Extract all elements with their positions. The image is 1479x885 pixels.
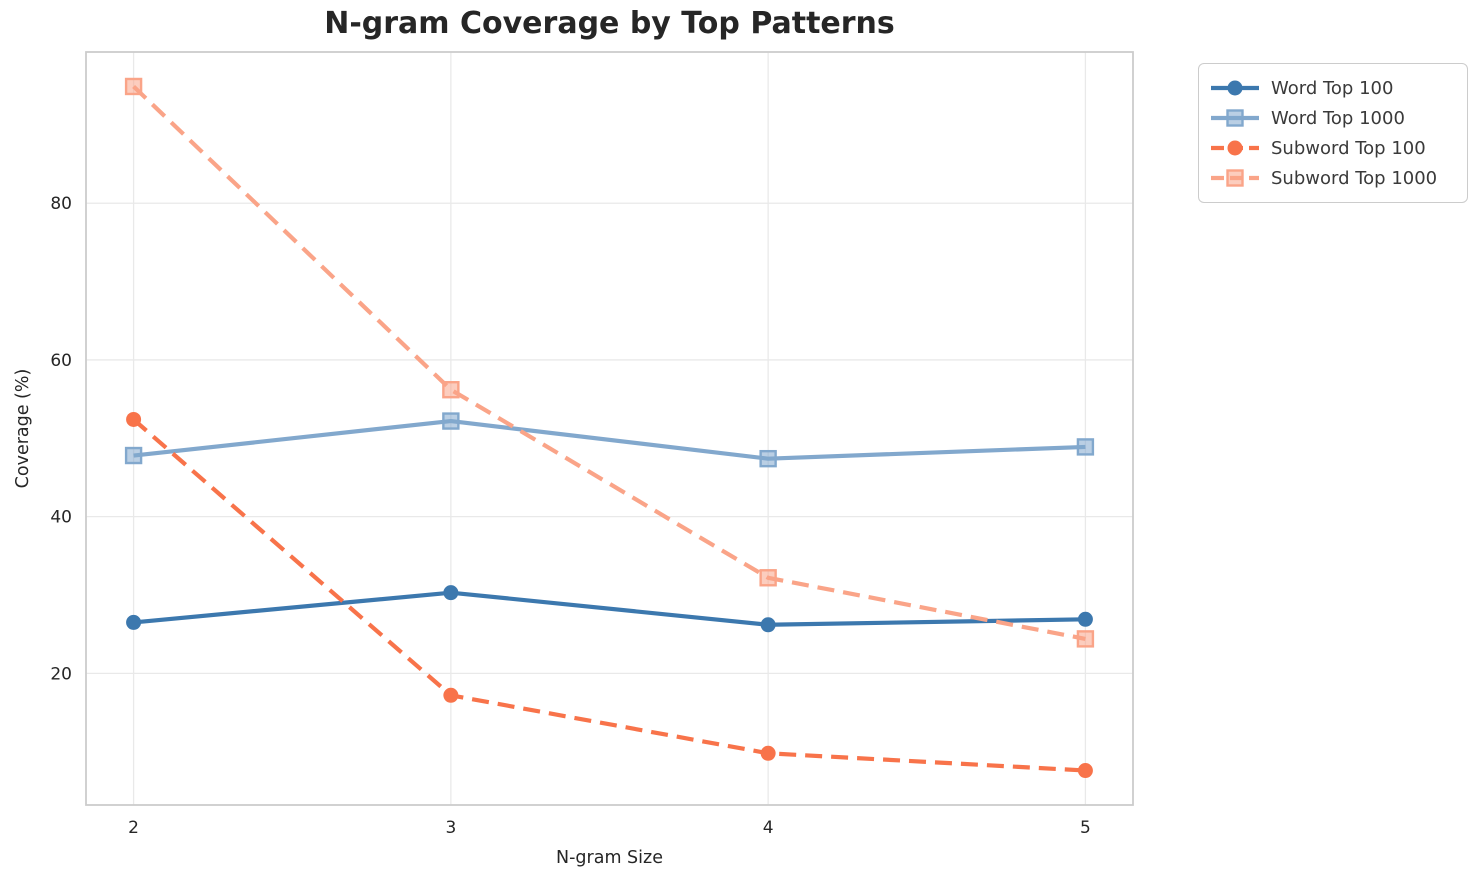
- data-point-marker: [759, 569, 777, 587]
- data-point-marker: [1076, 630, 1095, 648]
- legend-item: Word Top 1000: [1209, 103, 1455, 133]
- data-point-marker: [442, 412, 460, 430]
- data-point-marker: [760, 745, 776, 761]
- data-point-marker: [126, 614, 142, 630]
- x-axis-label: N-gram Size: [556, 848, 663, 868]
- y-tick-label: 20: [50, 664, 72, 684]
- data-point-marker: [1226, 109, 1244, 127]
- data-point-marker: [1077, 611, 1093, 627]
- data-point-marker: [124, 77, 143, 96]
- x-tick-label: 3: [445, 818, 456, 838]
- data-point-marker: [442, 381, 460, 399]
- legend-label: Word Top 1000: [1271, 107, 1405, 129]
- data-point-marker: [443, 585, 459, 601]
- x-tick-label: 2: [128, 818, 139, 838]
- y-tick-label: 80: [50, 194, 72, 214]
- legend-sample-dashed-circle: [1211, 140, 1259, 156]
- data-point-marker: [124, 446, 143, 465]
- data-point-marker: [1227, 140, 1243, 156]
- x-tick-label: 4: [763, 818, 774, 838]
- data-point-marker: [760, 617, 776, 633]
- series-line: [132, 84, 1086, 641]
- data-point-marker: [1076, 438, 1095, 456]
- data-point-marker: [126, 411, 142, 427]
- data-point-marker: [1077, 763, 1093, 779]
- legend-sample-solid-square: [1211, 109, 1259, 127]
- series-word-top-1000: [124, 412, 1095, 468]
- series-subword-top-100: [126, 411, 1093, 779]
- series-line: [133, 590, 1086, 627]
- legend-item: Word Top 100: [1209, 73, 1455, 103]
- legend-item: Subword Top 1000: [1209, 163, 1455, 193]
- series-subword-top-1000: [124, 77, 1095, 648]
- legend-sample-solid-circle: [1211, 80, 1259, 96]
- legend-sample-dashed-square: [1211, 169, 1259, 187]
- legend-label: Subword Top 100: [1271, 137, 1426, 159]
- series-line: [133, 418, 1086, 461]
- legend-item: Subword Top 100: [1209, 133, 1455, 163]
- series-line: [132, 417, 1086, 773]
- legend-label: Subword Top 1000: [1271, 167, 1438, 189]
- data-point-marker: [1226, 169, 1244, 187]
- axes-frame: [85, 51, 1134, 806]
- legend: Word Top 100 Word Top 1000 Subword Top 100…: [1198, 63, 1468, 203]
- chart-title: N-gram Coverage by Top Patterns: [324, 6, 895, 41]
- data-point-marker: [1227, 80, 1243, 96]
- data-point-marker: [443, 687, 459, 703]
- y-tick-label: 60: [50, 351, 72, 371]
- y-tick-label: 40: [50, 508, 72, 528]
- x-tick-label: 5: [1080, 818, 1091, 838]
- y-axis-label: Coverage (%): [13, 369, 33, 489]
- series-word-top-100: [126, 585, 1093, 633]
- legend-label: Word Top 100: [1271, 77, 1394, 99]
- data-point-marker: [759, 449, 777, 468]
